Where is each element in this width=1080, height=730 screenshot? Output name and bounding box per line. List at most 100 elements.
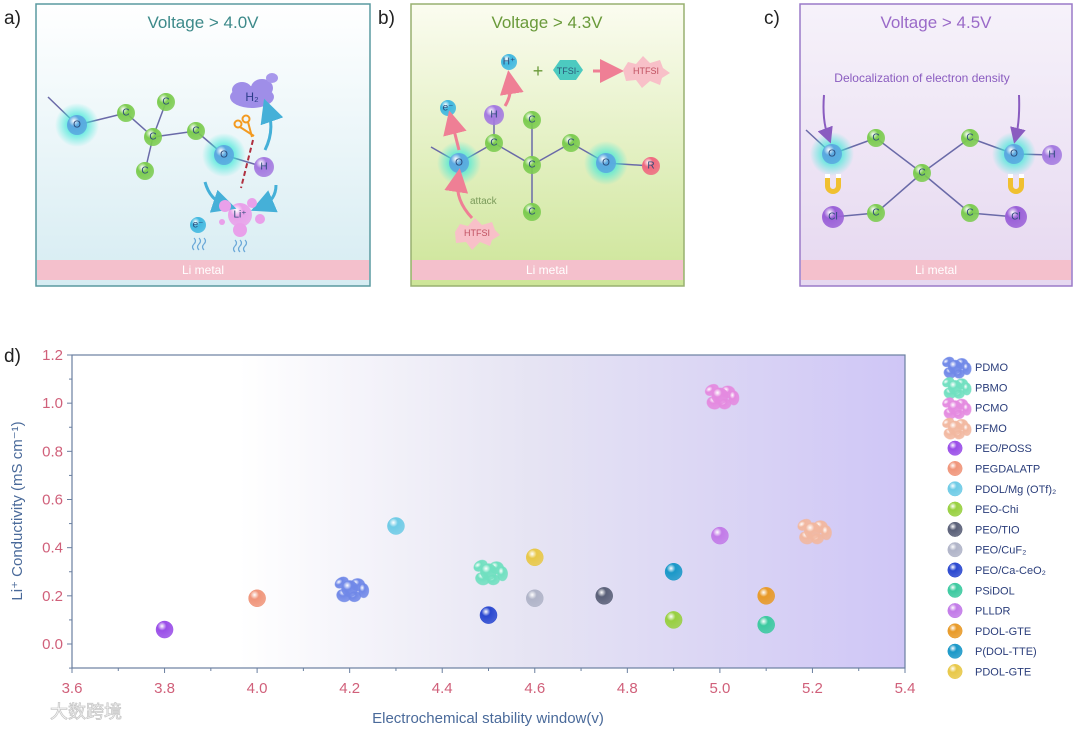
x-tick-label: 5.4: [895, 680, 916, 697]
atom-c: C: [562, 134, 580, 152]
atom-h: H: [484, 105, 504, 125]
data-point-cluster: [334, 576, 370, 603]
legend-label: PFMO: [975, 423, 1007, 435]
legend-label: PEGDALATP: [975, 464, 1040, 476]
atom-label: e⁻: [443, 103, 454, 114]
atom-o: O: [810, 132, 854, 176]
atom-label: C: [528, 207, 535, 218]
atom-c: C: [144, 128, 162, 146]
atom-e: e⁻: [440, 100, 456, 116]
data-point-cluster: [797, 518, 832, 545]
li-metal-label: Li metal: [526, 263, 568, 277]
atom-label: C: [192, 126, 199, 137]
arrow-icon: [260, 98, 284, 151]
atom-label: O: [455, 158, 463, 169]
x-tick-label: 4.4: [432, 680, 453, 697]
arrow-icon: [250, 184, 278, 213]
legend-label: PBMO: [975, 382, 1008, 394]
y-tick-label: 0.0: [42, 636, 63, 653]
scatter-chart: 3.6 3.8 4.0 4.2 4.4 4.6 4.8 5.0 5.2 5.4 0.0 0.2 0.4 0…: [9, 347, 1056, 727]
atom-cl: Cl: [822, 206, 844, 228]
legend-label: PSiDOL: [975, 585, 1015, 597]
atom-label: C: [149, 132, 156, 143]
y-tick-label: 0.8: [42, 443, 63, 460]
data-point-sphere: [526, 589, 544, 607]
x-tick-label: 4.6: [524, 680, 545, 697]
x-axis-title: Electrochemical stability window(v): [372, 710, 604, 727]
atom-label: H: [490, 110, 497, 121]
x-tick-label: 4.0: [247, 680, 268, 697]
legend-label: PEO/Ca-CeO₂: [975, 565, 1046, 577]
atom-label: O: [1010, 149, 1018, 160]
arrow-icon: [444, 168, 474, 220]
tfsi-label: TFSI-: [557, 66, 580, 76]
atom-h: H: [1042, 145, 1062, 165]
li-metal-label: Li metal: [915, 263, 957, 277]
li-cluster: [219, 198, 265, 237]
atom-c: C: [961, 129, 979, 147]
atom-label: C: [872, 133, 879, 144]
panel-b: Li metal Voltage > 4.3V O C H C C C C O Re⁻ H⁺: [410, 3, 685, 287]
legend-marker: [947, 582, 963, 598]
htfsi-attacker-label: HTFSI: [464, 228, 490, 238]
legend-label: PEO/POSS: [975, 443, 1032, 455]
atom-label: e⁻: [193, 220, 204, 231]
scissors-icon: [233, 114, 255, 138]
atom-o: O: [584, 141, 628, 185]
data-point-sphere: [387, 517, 405, 535]
atom-c: C: [117, 104, 135, 122]
atom-c: C: [867, 204, 885, 222]
atom-c: C: [523, 203, 541, 221]
magnet-icon: [825, 174, 841, 194]
legend-label: PLLDR: [975, 606, 1011, 618]
legend-marker: [947, 440, 963, 456]
htfsi-burst: [623, 56, 670, 88]
atom-o: O: [992, 132, 1036, 176]
atom-r: R: [642, 157, 660, 175]
data-points: [155, 383, 832, 639]
data-point-sphere: [757, 587, 775, 605]
legend-marker: [947, 603, 963, 619]
x-tick-label: 5.2: [802, 680, 823, 697]
y-tick-label: 1.2: [42, 347, 63, 364]
legend-marker: [942, 417, 972, 440]
atom-c: C: [867, 129, 885, 147]
atom-h: H: [254, 157, 274, 177]
atom-label: C: [490, 138, 497, 149]
li-metal-label: Li metal: [182, 263, 224, 277]
y-tick-label: 0.6: [42, 492, 63, 509]
atom-label: Li⁺: [233, 210, 246, 221]
legend-label: PEO/CuF₂: [975, 545, 1026, 557]
panel-d-label: d): [4, 346, 21, 367]
atom-label: Cl: [1011, 212, 1020, 223]
legend-marker: [947, 643, 963, 659]
legend-marker: [947, 542, 963, 558]
legend-label: PEO/TIO: [975, 524, 1020, 536]
atom-label: C: [567, 138, 574, 149]
atom-c: C: [913, 164, 931, 182]
panel-a-label: a): [4, 8, 21, 29]
atom-label: H: [260, 162, 267, 173]
atom-label: H: [1048, 150, 1055, 161]
legend-label: P(DOL-TTE): [975, 646, 1037, 658]
legend-label: PDOL/Mg (OTf)₂: [975, 484, 1056, 496]
x-tick-label: 5.0: [709, 680, 730, 697]
atom-c: C: [523, 111, 541, 129]
atom-o: O: [202, 133, 246, 177]
atom-label: C: [162, 97, 169, 108]
atom-label: C: [141, 166, 148, 177]
atom-c: C: [157, 93, 175, 111]
panel-b-title: Voltage > 4.3V: [491, 13, 603, 32]
bond: [921, 137, 971, 174]
x-tick-label: 4.8: [617, 680, 638, 697]
data-point-sphere: [526, 548, 544, 567]
atom-e: H⁺: [501, 54, 517, 70]
y-tick-label: 0.4: [42, 540, 63, 557]
bond: [875, 172, 923, 214]
y-axis-title: Li⁺ Conductivity (mS cm⁻¹): [9, 421, 26, 600]
htfsi-label: HTFSI: [633, 66, 659, 76]
molecule-a: O C C C C C O H Li⁺ e⁻: [47, 93, 274, 233]
y-tick-label: 1.0: [42, 395, 63, 412]
atom-label: C: [918, 168, 925, 179]
x-tick-label: 3.8: [154, 680, 175, 697]
